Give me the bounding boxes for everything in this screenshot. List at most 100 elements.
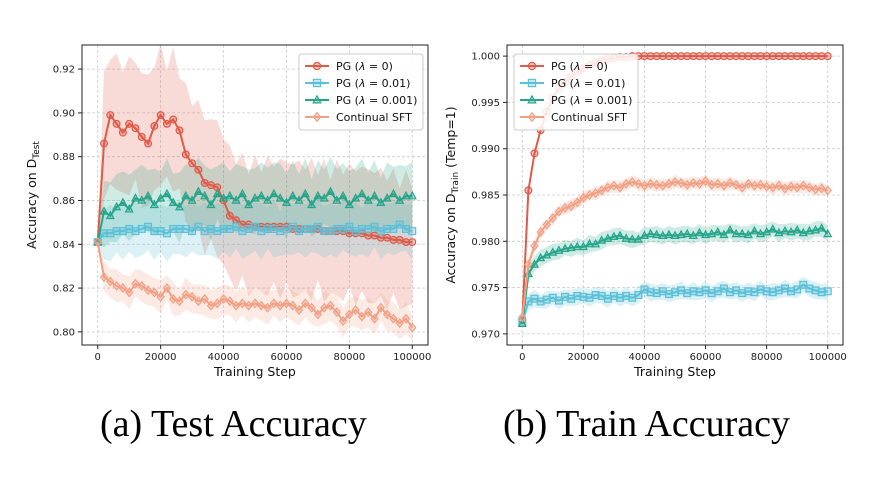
data-point (579, 292, 588, 301)
data-point (713, 226, 723, 236)
data-point (823, 287, 832, 296)
y-tick-label: 0.92 (53, 65, 75, 76)
data-point (144, 222, 153, 231)
legend: PG (λ = 0) PG (λ = 0.01) PG (λ = 0.001) Con… (513, 53, 639, 131)
data-point (100, 139, 109, 148)
data-point (603, 182, 612, 193)
data-point (376, 302, 385, 313)
data-point (640, 180, 649, 191)
data-point (676, 177, 686, 188)
data-point (181, 289, 190, 300)
data-point (125, 119, 134, 128)
data-point (591, 188, 600, 199)
legend-marker (527, 94, 537, 104)
data-point (652, 229, 662, 239)
x-tick-label: 0 (519, 352, 525, 363)
data-point (518, 312, 527, 323)
data-point (744, 178, 753, 189)
data-point (131, 124, 140, 133)
data-point (150, 287, 159, 298)
data-point (530, 149, 539, 158)
data-point (566, 242, 576, 252)
data-point (615, 230, 625, 240)
data-point (682, 228, 692, 238)
data-point (351, 193, 361, 202)
data-point (756, 179, 765, 190)
data-point (719, 180, 729, 191)
data-point (707, 179, 716, 190)
data-point (269, 298, 279, 309)
data-point (112, 119, 121, 128)
data-point (725, 225, 735, 234)
data-point (112, 201, 122, 211)
data-point (670, 288, 679, 297)
data-point (749, 225, 759, 235)
data-point (560, 202, 570, 213)
y-tick-label: 0.975 (471, 283, 500, 294)
data-point (707, 289, 716, 298)
data-point (149, 199, 159, 209)
data-point (695, 288, 704, 297)
confidence-band (97, 197, 413, 262)
data-point (628, 177, 637, 188)
legend-box (298, 53, 424, 131)
data-point (300, 188, 310, 198)
y-tick-label: 1.000 (471, 52, 500, 63)
data-point (530, 294, 539, 303)
data-point (395, 318, 404, 329)
data-point (762, 226, 772, 236)
legend-label: PG (λ = 0.001) (551, 94, 632, 107)
data-point (579, 192, 588, 203)
data-point (738, 52, 747, 61)
data-point (792, 225, 802, 234)
data-point (188, 227, 197, 236)
data-point (811, 52, 820, 61)
data-point (578, 241, 588, 251)
data-point (536, 252, 546, 262)
data-point (573, 291, 582, 300)
data-point (231, 195, 241, 204)
data-point (338, 190, 348, 200)
data-point (805, 284, 814, 293)
data-point (609, 180, 619, 191)
legend-label: PG (λ = 0) (551, 60, 608, 73)
data-point (408, 322, 417, 333)
data-point (106, 276, 115, 287)
legend-label: Continual SFT (336, 111, 412, 124)
data-point (689, 287, 698, 296)
data-point (194, 296, 203, 307)
data-point (585, 293, 594, 302)
y-tick-label: 0.80 (53, 327, 75, 338)
x-tick-label: 40000 (208, 352, 240, 363)
data-point (288, 300, 297, 311)
data-point (689, 177, 698, 188)
data-point (313, 190, 323, 200)
data-point (263, 302, 272, 313)
data-point (351, 304, 360, 315)
data-point (408, 238, 417, 247)
data-point (524, 259, 533, 270)
data-point (634, 291, 643, 300)
y-tick-label: 0.985 (471, 191, 500, 202)
data-point (181, 150, 190, 159)
data-point (658, 287, 667, 296)
data-point (823, 185, 832, 196)
data-point (256, 190, 266, 200)
data-point (225, 190, 235, 200)
data-point (363, 195, 373, 204)
data-point (326, 300, 335, 311)
data-point (395, 195, 405, 204)
data-point (144, 139, 153, 148)
data-point (313, 222, 322, 231)
data-point (584, 238, 595, 248)
y-tick-label: 0.90 (53, 108, 75, 119)
data-point (664, 52, 673, 61)
data-point (212, 188, 222, 198)
data-point (156, 111, 165, 120)
legend-marker (527, 78, 537, 88)
data-point (811, 286, 820, 295)
data-point (787, 52, 796, 61)
data-point (338, 315, 348, 326)
data-point (357, 188, 367, 198)
data-point (188, 159, 197, 168)
